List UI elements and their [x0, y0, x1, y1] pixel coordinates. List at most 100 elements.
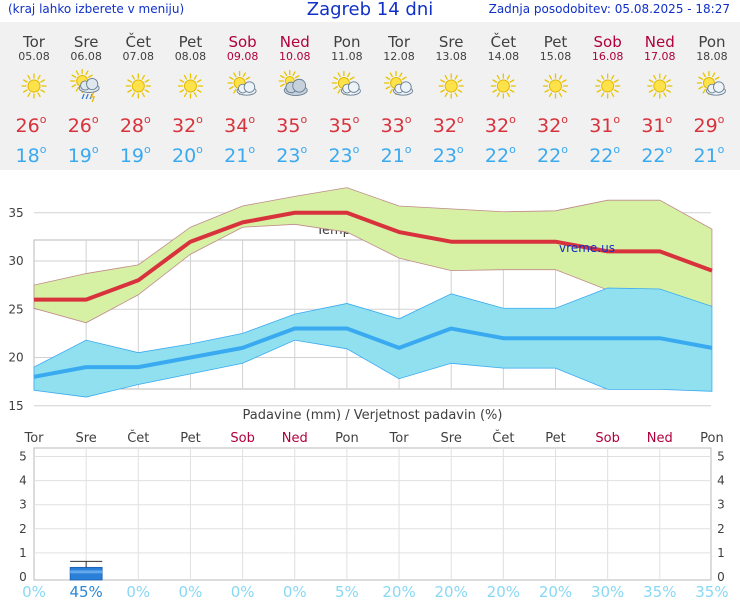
- sun-ray: [561, 89, 567, 93]
- sun-ray: [333, 86, 339, 90]
- sun-ray: [698, 76, 704, 80]
- cloud-shape: [283, 78, 308, 96]
- sun-ray: [611, 92, 615, 98]
- sun-ray: [454, 92, 458, 98]
- sun-ray: [193, 92, 198, 98]
- precip-probability-label: 20%: [435, 583, 468, 600]
- location-menu-hint[interactable]: (kraj lahko izberete v meniju): [8, 2, 185, 16]
- sun-ray: [349, 76, 355, 80]
- cloud-puff: [243, 81, 256, 93]
- temp-max: 31o: [641, 113, 672, 137]
- temp-ytick-label: 25: [8, 302, 23, 316]
- day-name: Ned: [645, 33, 675, 51]
- sun-ray: [653, 74, 657, 80]
- precip-day-label: Čet: [492, 430, 514, 446]
- sun-icon: [542, 73, 569, 99]
- degree-sign: o: [613, 143, 620, 156]
- precip-day-label: Pon: [335, 431, 359, 446]
- sun-rays: [21, 73, 47, 99]
- temp-max: 28o: [120, 113, 151, 137]
- day-name: Tor: [22, 33, 46, 51]
- top-bar: (kraj lahko izberete v meniju) Zagreb 14…: [0, 0, 740, 22]
- precip-probability-label: 20%: [539, 583, 572, 600]
- cloud-shape: [340, 81, 361, 96]
- sun-disc: [601, 79, 615, 93]
- precip-ytick-label-right: 4: [717, 474, 725, 488]
- day-date: 12.08: [383, 50, 415, 63]
- degree-sign: o: [92, 113, 99, 126]
- sun-cloud-icon: [331, 70, 361, 96]
- temp-min-range-band: [33, 287, 713, 398]
- precip-probability-label: 20%: [382, 583, 415, 600]
- degree-sign: o: [300, 143, 307, 156]
- page-title: Zagreb 14 dni: [306, 0, 434, 20]
- sun-ray: [385, 86, 391, 90]
- day-date: 14.08: [488, 50, 520, 63]
- precip-ytick-label-left: 0: [19, 570, 27, 584]
- sun-cloud-rain-icon: [70, 68, 100, 103]
- sun-ray: [666, 79, 671, 83]
- sun-ray: [496, 74, 501, 80]
- cloud-puff: [347, 81, 360, 93]
- cloud-shape: [236, 81, 257, 96]
- degree-sign: o: [561, 113, 568, 126]
- sun-disc: [444, 79, 458, 93]
- temp-max: 35o: [328, 113, 359, 137]
- sun-cloud-icon: [383, 70, 413, 96]
- sun-ray: [385, 76, 391, 80]
- precip-probability-label: 0%: [126, 583, 150, 600]
- temp-max: 33o: [381, 113, 412, 137]
- degree-sign: o: [40, 143, 47, 156]
- sun-rays: [490, 73, 516, 99]
- precip-ytick-label-right: 0: [717, 570, 725, 584]
- sun-ray: [558, 74, 563, 80]
- degree-sign: o: [718, 113, 725, 126]
- degree-sign: o: [40, 113, 47, 126]
- sun-ray: [544, 79, 550, 83]
- sun-icon: [125, 73, 151, 99]
- day-date: 08.08: [175, 50, 207, 63]
- temp-min: 20o: [172, 143, 203, 167]
- precip-ytick-label-right: 3: [717, 498, 725, 512]
- day-name: Čet: [126, 32, 152, 51]
- temp-max: 32o: [537, 113, 568, 137]
- precip-probability-label: 5%: [335, 583, 359, 600]
- degree-sign: o: [509, 143, 516, 156]
- sun-ray: [457, 79, 463, 83]
- precip-ytick-label-left: 1: [19, 546, 27, 560]
- sun-ray: [444, 92, 448, 98]
- sun-disc: [496, 79, 510, 93]
- sun-rays: [542, 73, 569, 99]
- sun-ray: [440, 89, 445, 93]
- sun-ray: [663, 74, 667, 80]
- precip-day-label: Pon: [700, 431, 724, 446]
- sun-rays: [177, 73, 204, 99]
- precip-day-label: Sre: [441, 431, 462, 446]
- degree-sign: o: [144, 113, 151, 126]
- last-updated: Zadnja posodobitev: 05.08.2025 - 18:27: [488, 2, 730, 16]
- temp-min: 23o: [328, 143, 359, 167]
- temp-min: 22o: [537, 143, 568, 167]
- sun-ray: [492, 89, 498, 93]
- sun-ray: [666, 89, 671, 93]
- sun-ray: [40, 89, 46, 93]
- day-date: 17.08: [644, 50, 676, 63]
- temp-min: 23o: [276, 143, 307, 167]
- watermark: vreme.us: [559, 241, 615, 255]
- sun-ray: [399, 72, 403, 78]
- day-name: Sre: [74, 33, 99, 51]
- degree-sign: o: [144, 143, 151, 156]
- day-date: 16.08: [592, 50, 624, 63]
- sun-ray: [712, 72, 716, 78]
- cloud-puff: [400, 81, 412, 93]
- rain-drop: [81, 93, 85, 100]
- temp-min: 18o: [16, 143, 47, 167]
- sun-ray: [389, 72, 393, 78]
- sun-ray: [457, 89, 463, 93]
- precip-probability-label: 30%: [591, 583, 624, 600]
- sun-ray: [193, 74, 198, 80]
- sun-ray: [141, 92, 145, 98]
- sun-ray: [87, 74, 93, 78]
- temp-max-line: [34, 210, 713, 302]
- sun-ray: [127, 89, 133, 93]
